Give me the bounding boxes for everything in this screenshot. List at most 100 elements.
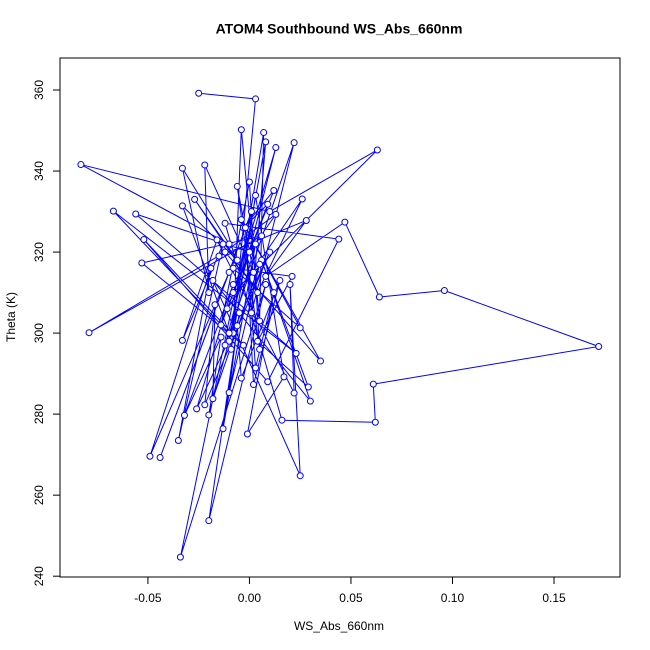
data-point xyxy=(262,280,270,288)
data-point xyxy=(176,553,184,561)
data-point xyxy=(237,126,245,134)
y-tick-label: 240 xyxy=(32,566,46,586)
data-point xyxy=(225,337,233,345)
data-point xyxy=(215,252,223,260)
data-point xyxy=(250,268,258,276)
x-tick-label: 0.10 xyxy=(441,591,465,605)
data-point xyxy=(266,248,274,256)
data-point xyxy=(178,336,186,344)
data-point xyxy=(140,236,148,244)
data-point xyxy=(221,248,229,256)
data-point xyxy=(217,333,225,341)
data-point xyxy=(302,216,310,224)
data-point xyxy=(247,309,255,317)
data-point xyxy=(250,381,258,389)
data-point xyxy=(278,416,286,424)
data-point xyxy=(219,240,227,248)
data-point xyxy=(290,139,298,147)
data-point xyxy=(138,259,146,267)
x-axis-label: WS_Abs_660nm xyxy=(294,619,384,633)
data-point xyxy=(237,216,245,224)
data-point xyxy=(241,224,249,232)
data-point xyxy=(298,195,306,203)
plot-frame xyxy=(59,57,621,578)
data-point xyxy=(195,89,203,97)
x-tick-label: 0.05 xyxy=(339,591,363,605)
data-point xyxy=(227,345,235,353)
data-point xyxy=(221,341,229,349)
data-point xyxy=(225,389,233,397)
data-point xyxy=(201,161,209,169)
data-point xyxy=(132,210,140,218)
data-point xyxy=(304,383,312,391)
y-tick-label: 260 xyxy=(32,485,46,505)
data-point xyxy=(229,280,237,288)
data-point xyxy=(286,280,294,288)
data-point xyxy=(237,374,245,382)
data-point xyxy=(335,235,343,243)
data-point xyxy=(178,164,186,172)
data-point xyxy=(239,341,247,349)
data-point xyxy=(233,256,241,264)
data-point xyxy=(209,395,217,403)
data-point xyxy=(272,210,280,218)
x-tick-label: 0.00 xyxy=(238,591,262,605)
data-point xyxy=(205,517,213,525)
data-point xyxy=(211,301,219,309)
data-point xyxy=(288,272,296,280)
data-point xyxy=(292,349,300,357)
data-point xyxy=(219,425,227,433)
data-point xyxy=(369,380,377,388)
data-point xyxy=(296,472,304,480)
data-point xyxy=(225,240,233,248)
data-point xyxy=(180,411,188,419)
data-point xyxy=(243,430,251,438)
data-point xyxy=(272,144,280,152)
chart-title: ATOM4 Southbound WS_Abs_660nm xyxy=(216,21,463,37)
data-point xyxy=(306,397,314,405)
data-line xyxy=(80,92,601,558)
data-point xyxy=(207,264,215,272)
y-tick-label: 280 xyxy=(32,404,46,424)
data-point xyxy=(85,329,93,337)
data-point xyxy=(256,260,264,268)
y-tick-label: 340 xyxy=(32,161,46,181)
data-point xyxy=(109,207,117,215)
data-point xyxy=(229,289,237,297)
data-point xyxy=(264,378,272,386)
data-point xyxy=(262,138,270,146)
data-point xyxy=(341,218,349,226)
data-point xyxy=(217,321,225,329)
data-point xyxy=(252,364,260,372)
data-point xyxy=(260,129,268,137)
data-point xyxy=(373,146,381,154)
data-point xyxy=(225,268,233,276)
data-point xyxy=(229,264,237,272)
y-tick-label: 300 xyxy=(32,323,46,343)
data-point xyxy=(77,161,85,169)
data-point xyxy=(221,219,229,227)
data-point xyxy=(270,186,278,194)
data-point xyxy=(245,248,253,256)
x-tick-label: -0.05 xyxy=(134,591,162,605)
data-point xyxy=(270,289,278,297)
data-point xyxy=(201,401,209,409)
data-point xyxy=(174,436,182,444)
data-point xyxy=(254,289,262,297)
data-point xyxy=(440,287,448,295)
data-point xyxy=(256,317,264,325)
data-point xyxy=(375,293,383,301)
data-point xyxy=(266,208,274,216)
data-point xyxy=(262,272,270,280)
data-point xyxy=(213,236,221,244)
data-point xyxy=(245,178,253,186)
data-point xyxy=(205,411,213,419)
data-point xyxy=(296,324,304,332)
data-point xyxy=(290,389,298,397)
data-point xyxy=(280,373,288,381)
data-point xyxy=(225,329,233,337)
data-point xyxy=(317,357,325,365)
data-point xyxy=(233,322,241,330)
data-point xyxy=(258,232,266,240)
